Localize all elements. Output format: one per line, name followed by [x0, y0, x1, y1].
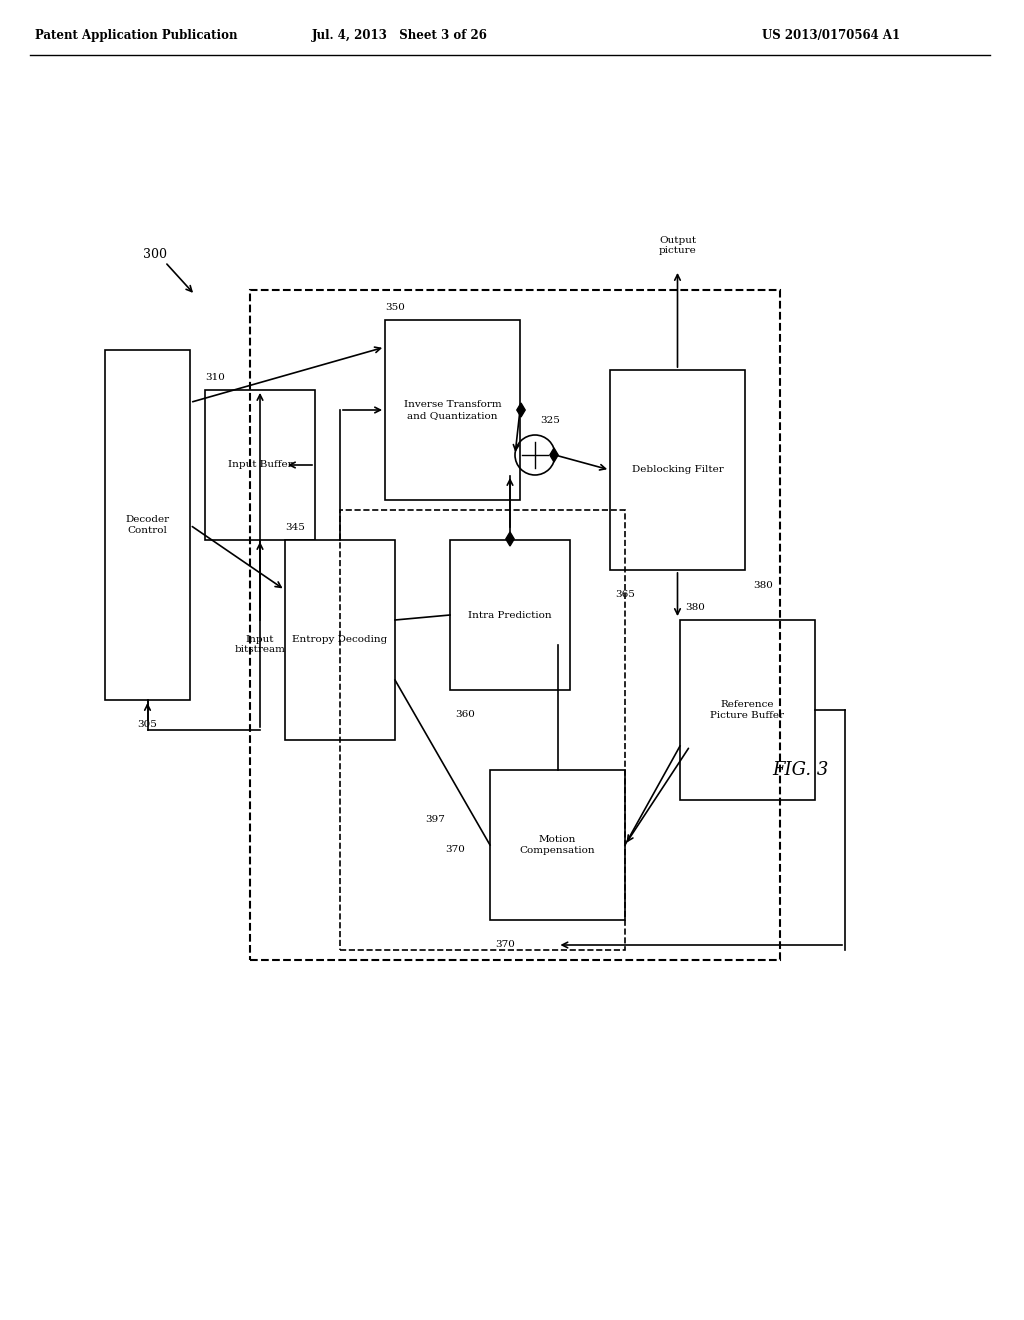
FancyBboxPatch shape	[285, 540, 395, 741]
FancyBboxPatch shape	[205, 389, 315, 540]
Text: 380: 380	[753, 581, 773, 590]
Text: 370: 370	[445, 846, 465, 854]
Text: 370: 370	[495, 940, 515, 949]
Text: Deblocking Filter: Deblocking Filter	[632, 466, 723, 474]
Text: 325: 325	[540, 416, 560, 425]
Text: Input Buffer: Input Buffer	[227, 461, 292, 470]
Text: 360: 360	[455, 710, 475, 719]
Text: Decoder
Control: Decoder Control	[125, 515, 170, 535]
Text: Entropy Decoding: Entropy Decoding	[293, 635, 388, 644]
Text: 300: 300	[143, 248, 167, 261]
Text: 350: 350	[385, 304, 404, 312]
FancyBboxPatch shape	[680, 620, 815, 800]
Text: 310: 310	[205, 374, 225, 381]
Text: 305: 305	[137, 719, 158, 729]
Bar	[250, 290, 780, 960]
Text: Output
picture: Output picture	[658, 235, 696, 255]
FancyBboxPatch shape	[385, 319, 520, 500]
Polygon shape	[506, 532, 514, 546]
Text: FIG. 3: FIG. 3	[772, 762, 828, 779]
Text: Input
bitstream: Input bitstream	[234, 635, 286, 655]
Polygon shape	[550, 447, 558, 462]
Text: 365: 365	[615, 590, 635, 599]
Text: Motion
Compensation: Motion Compensation	[520, 836, 595, 855]
Text: 380: 380	[685, 603, 705, 612]
Text: Inverse Transform
and Quantization: Inverse Transform and Quantization	[403, 400, 502, 420]
Text: 345: 345	[285, 523, 305, 532]
Text: 397: 397	[425, 816, 445, 825]
FancyBboxPatch shape	[610, 370, 745, 570]
FancyBboxPatch shape	[490, 770, 625, 920]
Text: Patent Application Publication: Patent Application Publication	[35, 29, 238, 41]
Bar	[340, 510, 625, 950]
Text: Reference
Picture Buffer: Reference Picture Buffer	[711, 701, 784, 719]
Polygon shape	[517, 403, 525, 417]
FancyBboxPatch shape	[450, 540, 570, 690]
Text: Intra Prediction: Intra Prediction	[468, 610, 552, 619]
FancyBboxPatch shape	[105, 350, 190, 700]
Text: US 2013/0170564 A1: US 2013/0170564 A1	[762, 29, 900, 41]
Text: Jul. 4, 2013   Sheet 3 of 26: Jul. 4, 2013 Sheet 3 of 26	[312, 29, 488, 41]
